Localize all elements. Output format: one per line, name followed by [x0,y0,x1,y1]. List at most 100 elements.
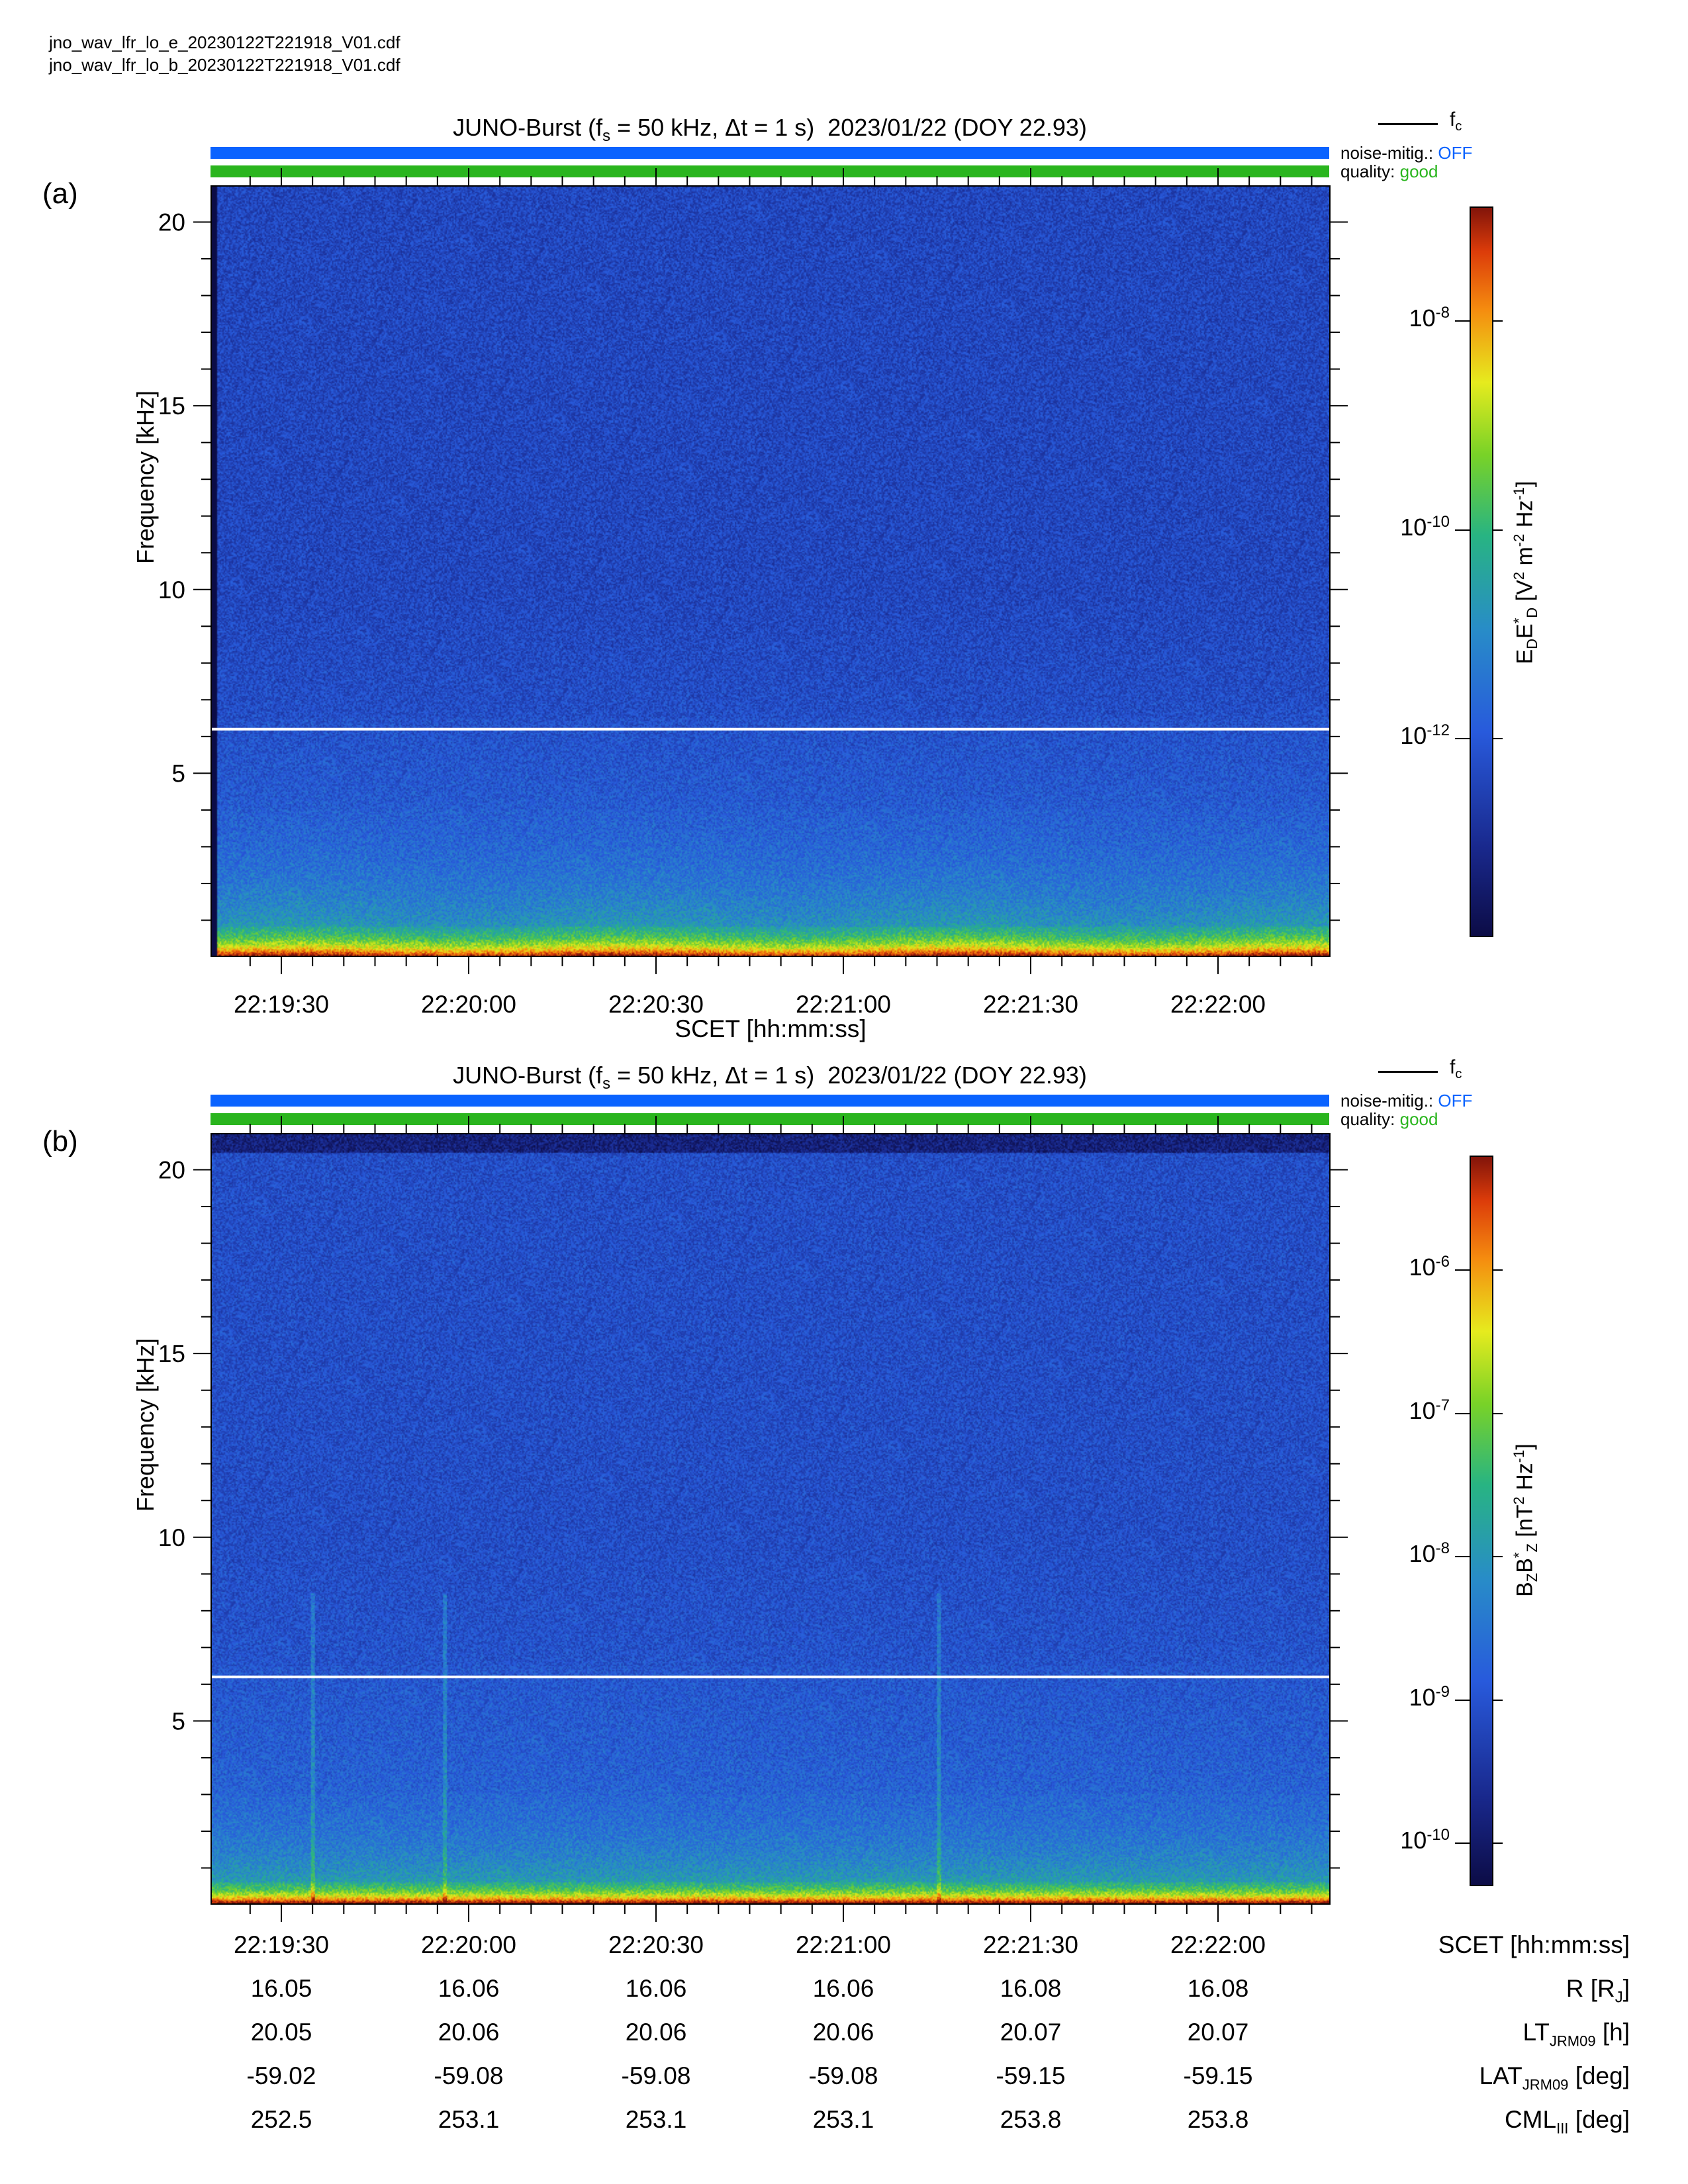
colorbar-b [1470,1156,1493,1886]
quality-label-b: quality: good [1340,1109,1438,1129]
file-name-e: jno_wav_lfr_lo_e_20230122T221918_V01.cdf [49,32,400,52]
ephemeris-value: 252.5 [250,2106,312,2133]
ephemeris-value: 22:21:30 [982,1931,1079,1958]
file-name-b: jno_wav_lfr_lo_b_20230122T221918_V01.cdf [49,55,400,75]
colorbar-tick-right [1493,1269,1503,1271]
colorbar-tick-right [1493,320,1503,322]
fc-legend-line-b [1378,1071,1438,1073]
ephemeris-value: 22:21:00 [795,1931,892,1958]
ephemeris-value: 253.1 [812,2106,874,2133]
ephemeris-row-name: CMLIII [deg] [1504,2106,1630,2137]
colorbar-tick-label: 10-10 [1400,512,1450,541]
colorbar-tick [1455,738,1470,740]
colorbar-tick [1455,1699,1470,1701]
ephemeris-value: 22:22:00 [1170,1931,1266,1958]
axes-a: 5 10 15 20 22:19:30 22:20:00 22:20:30 22:21:00 2… [158,168,1348,1018]
colorbar-tick-right [1493,1699,1503,1701]
x-tick-label: 22:19:30 [234,991,329,1018]
panel-b-title: JUNO-Burst (fs = 50 kHz, Δt = 1 s) 2023/… [453,1062,1087,1093]
ephemeris-value: 253.1 [625,2106,687,2133]
colorbar-tick [1455,1843,1470,1844]
y-tick-label: 20 [158,209,185,236]
colorbar-tick-label: 10-8 [1409,304,1450,332]
ephemeris-value: 20.06 [812,2019,874,2046]
quality-bar-b [211,1113,1329,1125]
colorbar-tick-right [1493,1843,1503,1844]
cbar-label-b: BZB*Z [nT2 Hz-1] [1510,1443,1541,1597]
colorbar-a [1470,206,1493,937]
y-tick-label: 10 [158,576,185,604]
xlabel-a: SCET [hh:mm:ss] [675,1015,867,1042]
colorbar-tick-right [1493,529,1503,531]
ephemeris-value: 20.06 [438,2019,500,2046]
panel-a-title: JUNO-Burst (fs = 50 kHz, Δt = 1 s) 2023/… [453,114,1087,146]
ephemeris-value: -59.08 [808,2062,878,2089]
ephemeris-value: -59.15 [996,2062,1066,2089]
ephemeris-value: 22:20:30 [608,1931,704,1958]
ephemeris-value: -59.15 [1183,2062,1253,2089]
colorbar-tick [1455,1269,1470,1271]
ephemeris-value: 16.08 [1000,1975,1062,2002]
spectrogram-b [211,1133,1331,1905]
colorbar-tick [1455,1412,1470,1414]
colorbar-tick-right [1493,1556,1503,1558]
y-tick-label: 20 [158,1157,185,1184]
ylabel-b: Frequency [kHz] [132,1338,159,1512]
colorbar-tick-label: 10-8 [1409,1539,1450,1568]
colorbar-tick-right [1493,738,1503,740]
y-tick-label: 10 [158,1524,185,1551]
ephemeris-value: 253.8 [1000,2106,1062,2133]
x-tick-label: 22:21:00 [796,991,891,1018]
ephemeris-row-name: R [RJ] [1566,1975,1630,2007]
fc-legend-label-a: fc [1450,109,1462,134]
y-tick-label: 15 [158,1340,185,1367]
ephemeris-value: 16.08 [1187,1975,1249,2002]
quality-bar-a [211,165,1329,177]
x-tick-label: 22:20:30 [608,991,704,1018]
colorbar-tick-label: 10-7 [1409,1396,1450,1424]
ephemeris-value: 253.1 [438,2106,500,2133]
ephemeris-value: 20.06 [625,2019,687,2046]
ephemeris-value: 20.05 [250,2019,312,2046]
panel-label-a: (a) [42,177,78,210]
colorbar-tick [1455,1556,1470,1558]
y-tick-label: 5 [171,1707,185,1735]
colorbar-tick-label: 10-9 [1409,1682,1450,1711]
noise-mitigation-bar-b [211,1095,1329,1107]
ephemeris-value: 20.07 [1000,2019,1062,2046]
y-tick-label: 15 [158,392,185,420]
ephemeris-value: -59.08 [621,2062,691,2089]
colorbar-tick-label: 10-10 [1400,1826,1450,1854]
ephemeris-value: -59.08 [434,2062,504,2089]
noise-mitigation-bar-a [211,147,1329,159]
x-tick-label: 22:21:30 [983,991,1078,1018]
ephemeris-value: 16.05 [250,1975,312,2002]
colorbar-tick-label: 10-12 [1400,721,1450,750]
colorbar-tick-label: 10-6 [1409,1253,1450,1281]
ephemeris-value: 253.8 [1187,2106,1249,2133]
noise-mitig-label-a: noise-mitig.: OFF [1340,143,1473,163]
ephemeris-row-name: LTJRM09 [h] [1523,2019,1630,2050]
spectrogram-a [211,185,1331,957]
ephemeris-row-name: SCET [hh:mm:ss] [1438,1931,1630,1958]
ephemeris-row-name: LATJRM09 [deg] [1479,2062,1630,2093]
x-tick-label: 22:20:00 [421,991,516,1018]
x-tick-label: 22:22:00 [1170,991,1266,1018]
y-tick-label: 5 [171,760,185,787]
ephemeris-value: -59.02 [246,2062,316,2089]
ephemeris-value: 16.06 [812,1975,874,2002]
ephemeris-value: 16.06 [625,1975,687,2002]
colorbar-tick [1455,529,1470,531]
ephemeris-value: 22:19:30 [233,1931,330,1958]
fc-legend-label-b: fc [1450,1056,1462,1081]
ephemeris-value: 20.07 [1187,2019,1249,2046]
quality-label-a: quality: good [1340,161,1438,181]
panel-label-b: (b) [42,1125,78,1158]
colorbar-tick-right [1493,1412,1503,1414]
fc-legend-line-a [1378,123,1438,125]
ephemeris-value: 16.06 [438,1975,500,2002]
ephemeris-value: 22:20:00 [420,1931,517,1958]
colorbar-tick [1455,320,1470,322]
noise-mitig-label-b: noise-mitig.: OFF [1340,1091,1473,1111]
